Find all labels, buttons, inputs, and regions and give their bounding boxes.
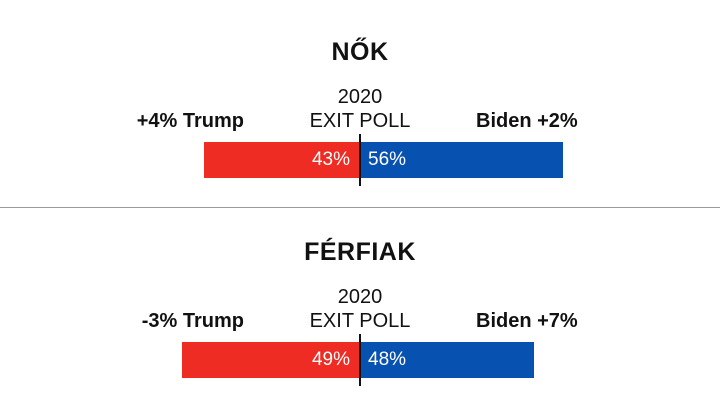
chart-panel-women: NŐK 2020 EXIT POLL +4% Trump Biden +2% 4… [0, 0, 720, 200]
trump-change-label: -3% Trump [141, 310, 244, 332]
poll-label: EXIT POLL [309, 110, 411, 132]
trump-bar: 49% [182, 342, 360, 378]
center-line [359, 134, 361, 186]
poll-year: 2020 [337, 86, 383, 108]
panel-title: NŐK [331, 38, 389, 66]
biden-bar: 56% [360, 142, 564, 178]
trump-change-label: +4% Trump [136, 110, 244, 132]
biden-bar: 48% [360, 342, 535, 378]
section-divider [0, 207, 720, 208]
trump-bar: 43% [203, 142, 360, 178]
biden-change-label: Biden +2% [476, 110, 578, 132]
chart-panel-men: FÉRFIAK 2020 EXIT POLL -3% Trump Biden +… [0, 200, 720, 400]
poll-year: 2020 [337, 286, 383, 308]
poll-label: EXIT POLL [309, 310, 411, 332]
center-line [359, 334, 361, 386]
panel-title: FÉRFIAK [304, 238, 416, 266]
biden-change-label: Biden +7% [476, 310, 578, 332]
